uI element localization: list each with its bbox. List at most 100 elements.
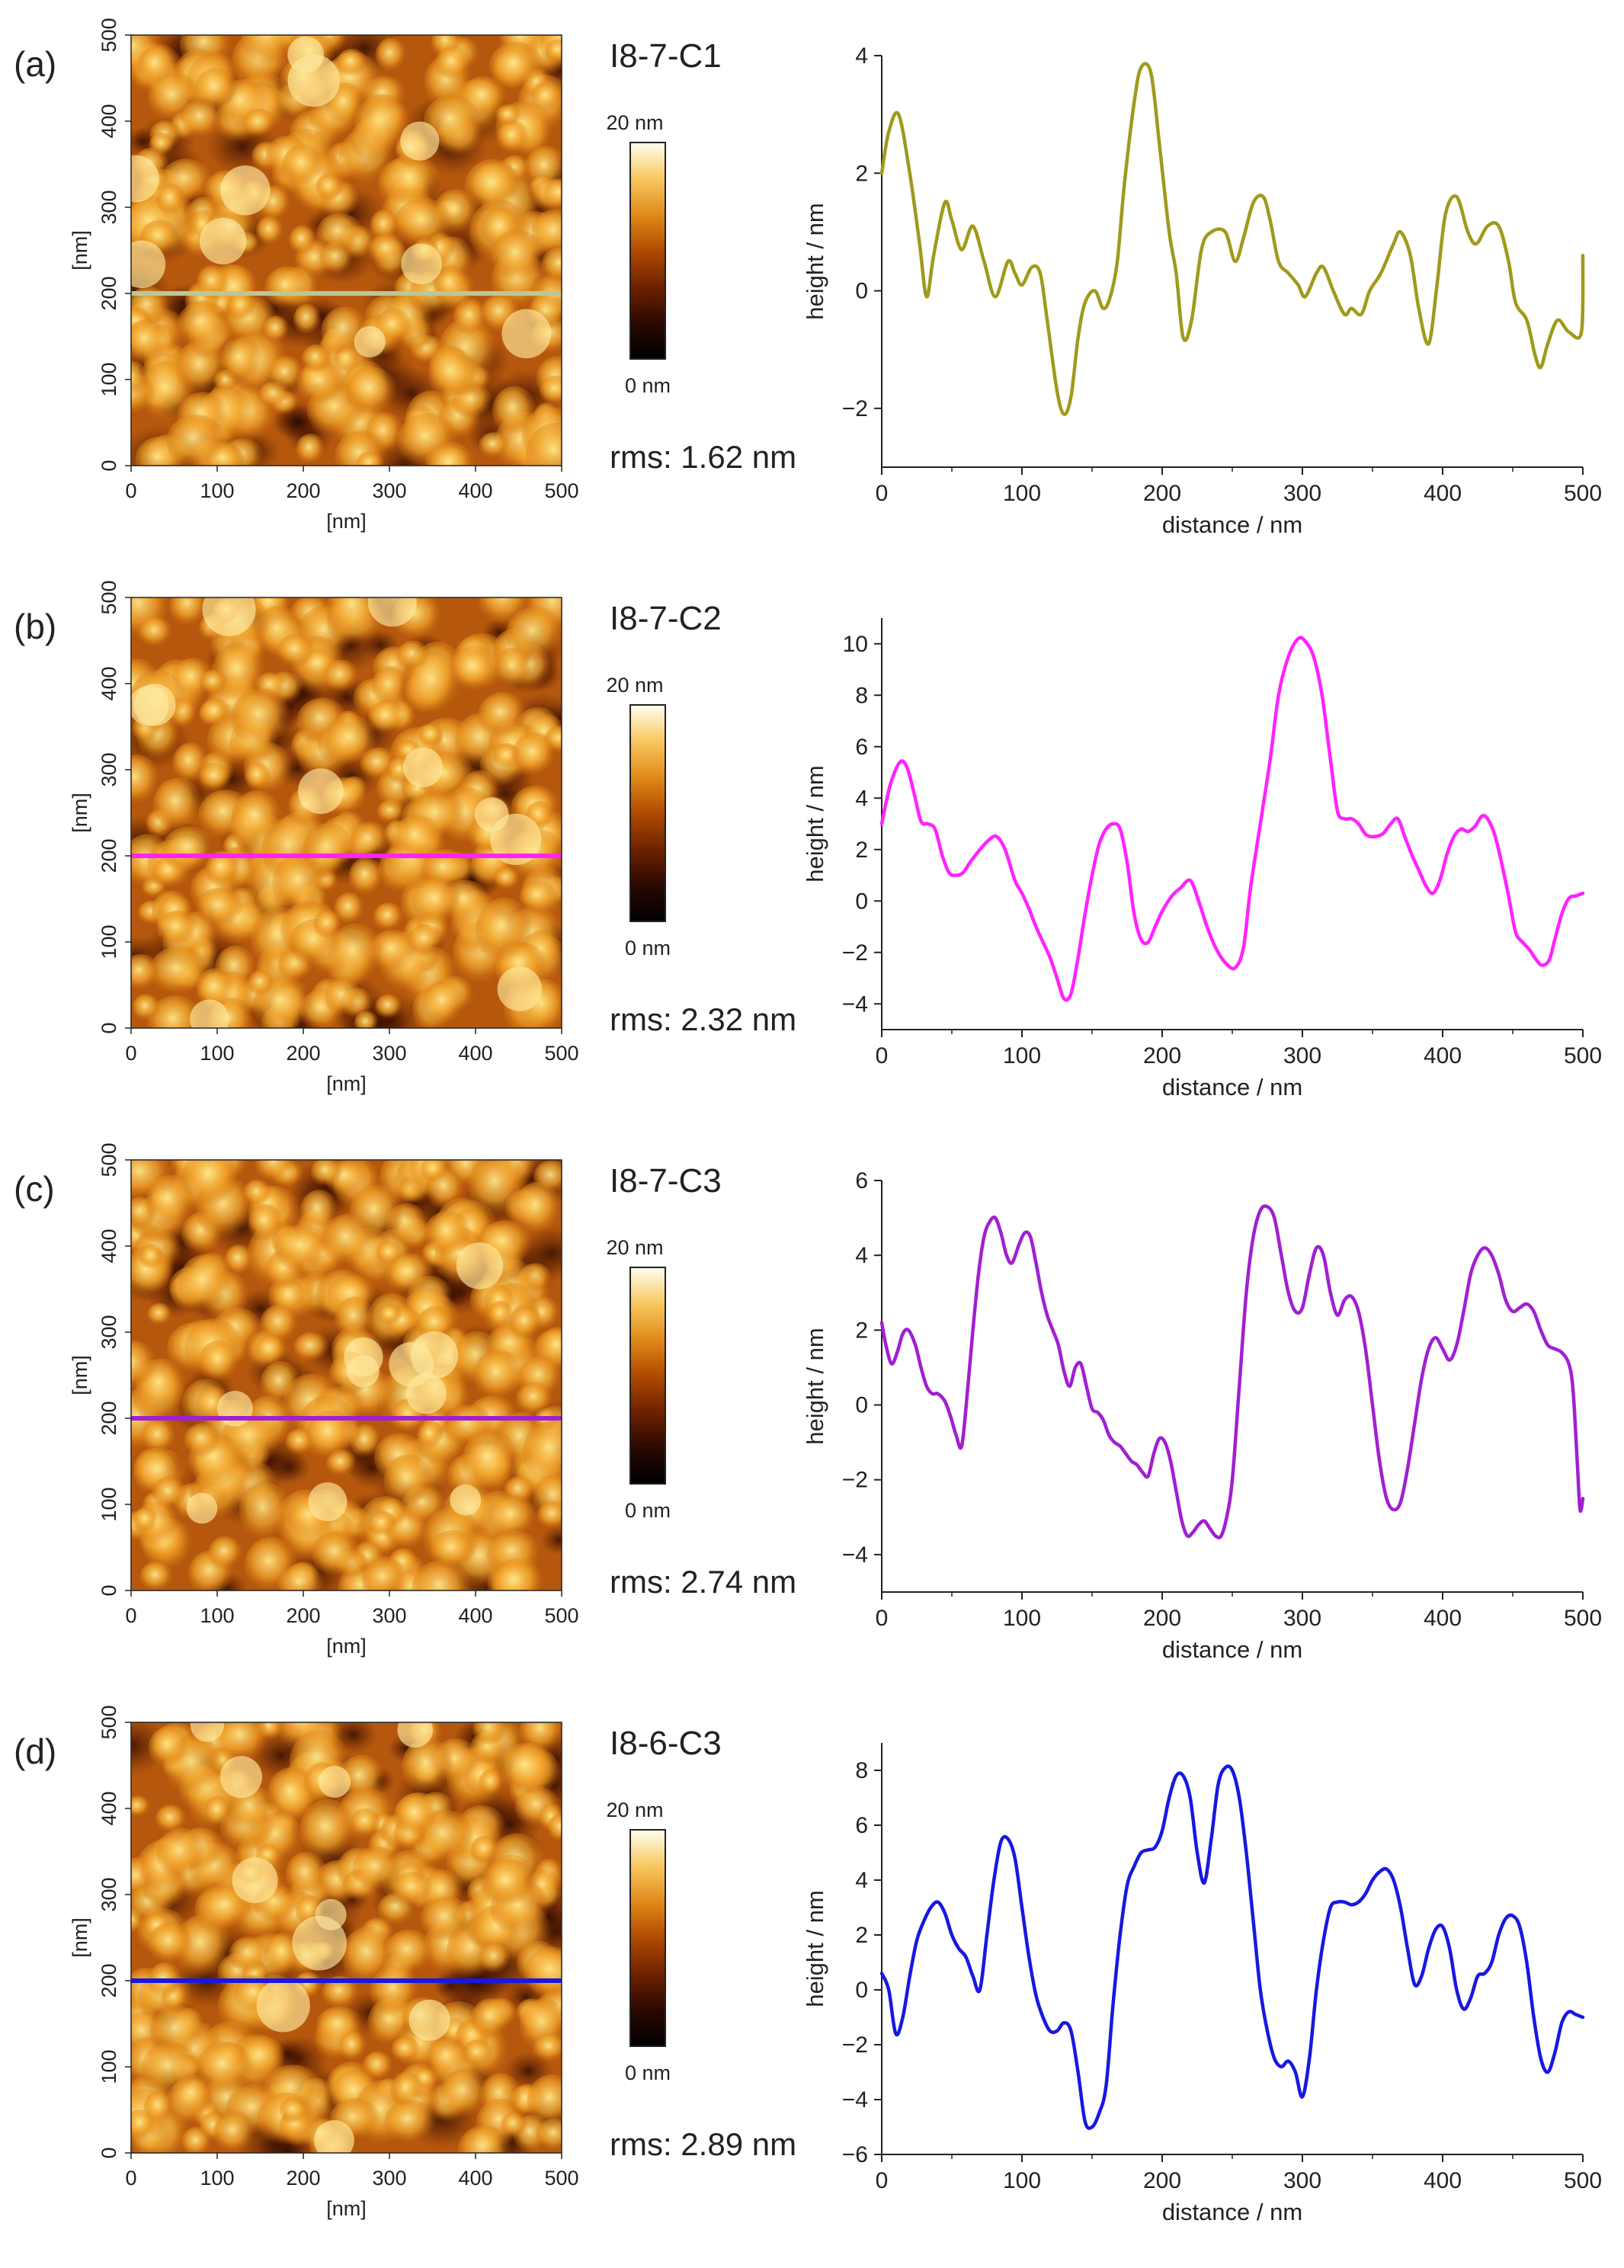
afm-y-axis-label: [nm]: [69, 1355, 91, 1395]
afm-grain: [141, 2042, 200, 2097]
profile-y-tick-label: −4: [842, 991, 868, 1017]
profile-x-axis-label: distance / nm: [1162, 1074, 1302, 1100]
sample-name: I8-7-C2: [610, 600, 722, 637]
afm-bright-grain: [344, 1337, 383, 1377]
afm-grain: [208, 1536, 243, 1571]
afm-frame: [130, 1159, 562, 1591]
afm-x-tick-label: 100: [200, 479, 234, 502]
afm-grain: [334, 892, 365, 926]
afm-bright-grain: [410, 1331, 459, 1379]
afm-grain: [420, 1160, 448, 1184]
afm-grain: [178, 1254, 232, 1314]
afm-grain: [322, 1975, 360, 2010]
afm-grain: [424, 1210, 472, 1257]
profile-y-tick-label: 10: [843, 632, 868, 657]
panel-label: (a): [14, 44, 56, 84]
afm-grain: [375, 994, 403, 1020]
colorbar-min-label: 0 nm: [625, 937, 671, 959]
afm-grain: [296, 433, 325, 466]
afm-bright-grain: [190, 1722, 225, 1742]
afm-grain: [293, 303, 322, 336]
afm-grain: [196, 968, 235, 1011]
afm-y-tick-label: 100: [98, 2049, 120, 2084]
afm-grain: [385, 1253, 434, 1296]
afm-grain: [491, 1558, 543, 1590]
afm-grain: [256, 216, 284, 246]
afm-bright-grain: [298, 768, 344, 815]
afm-y-tick-label: 400: [98, 1228, 120, 1263]
afm-grain: [457, 2125, 512, 2153]
afm-grain: [480, 1859, 536, 1908]
afm-grain: [341, 1926, 396, 1986]
afm-grain: [152, 777, 203, 832]
afm-grain: [519, 880, 559, 914]
afm-x-tick-label: 100: [200, 1604, 234, 1627]
afm-grain: [268, 356, 304, 392]
afm-x-tick-label: 300: [372, 1042, 406, 1065]
afm-y-tick-label: 200: [98, 838, 120, 873]
afm-grain: [213, 2111, 255, 2153]
afm-bright-grain: [308, 1482, 348, 1522]
afm-y-tick-label: 500: [98, 18, 120, 52]
profile-x-tick-label: 500: [1564, 1043, 1602, 1068]
afm-y-tick-label: 0: [98, 460, 120, 471]
afm-grain: [182, 1160, 239, 1209]
afm-y-tick-label: 200: [98, 1401, 120, 1435]
afm-y-tick-label: 400: [98, 666, 120, 700]
profile-y-tick-label: 6: [855, 1813, 868, 1838]
afm-grain: [156, 183, 186, 216]
afm-grain: [375, 37, 407, 73]
panel-d: (d)00100100200200300300400400500500[nm][…: [14, 1705, 1602, 2225]
afm-grain: [131, 319, 169, 365]
afm-grain: [277, 633, 316, 669]
afm-grain: [531, 82, 562, 113]
afm-bright-grain: [400, 121, 440, 161]
afm-x-tick-label: 200: [286, 2167, 320, 2190]
afm-x-tick-label: 500: [544, 1042, 578, 1065]
afm-x-axis-label: [nm]: [326, 510, 367, 533]
afm-bright-grain: [202, 597, 256, 636]
afm-grain: [335, 1296, 376, 1341]
afm-grain: [198, 762, 232, 793]
profile-y-tick-label: 2: [855, 1923, 868, 1948]
afm-grain: [245, 761, 271, 792]
afm-grain: [239, 1482, 291, 1542]
afm-grain: [200, 669, 228, 697]
afm-grain: [255, 1160, 295, 1184]
height-profile-line: [879, 636, 1585, 1002]
afm-grain: [132, 994, 161, 1022]
afm-grain: [373, 902, 405, 932]
afm-y-tick-label: 0: [98, 2147, 120, 2158]
afm-grain: [501, 2112, 527, 2138]
afm-bright-grain: [403, 747, 444, 788]
afm-y-tick-label: 0: [98, 1022, 120, 1033]
afm-grain: [299, 1189, 338, 1233]
afm-y-tick-label: 100: [98, 924, 120, 959]
panel-label: (d): [14, 1731, 56, 1771]
afm-bright-grain: [354, 325, 386, 357]
afm-grain: [377, 1304, 403, 1326]
afm-grain: [166, 415, 226, 466]
afm-grain: [489, 41, 543, 92]
afm-grain: [537, 1501, 562, 1530]
rms-value: rms: 2.32 nm: [610, 1001, 796, 1037]
profile-y-tick-label: 4: [855, 1243, 868, 1268]
afm-bright-grain: [497, 966, 543, 1011]
afm-grain: [184, 1423, 222, 1458]
profile-y-tick-label: −4: [842, 2087, 868, 2113]
colorbar: [629, 1267, 666, 1485]
afm-grain: [152, 1476, 187, 1510]
afm-grain: [394, 198, 453, 248]
afm-grain: [131, 754, 160, 807]
colorbar-max-label: 20 nm: [606, 674, 663, 697]
afm-grain: [263, 316, 290, 344]
afm-grain: [383, 1930, 435, 1975]
afm-grain: [162, 826, 217, 874]
afm-grain: [384, 2100, 437, 2145]
profile-y-tick-label: 4: [855, 786, 868, 811]
afm-grain: [362, 1556, 407, 1590]
afm-grain: [383, 1454, 434, 1508]
afm-grain: [138, 46, 175, 85]
afm-grain: [468, 1160, 527, 1219]
